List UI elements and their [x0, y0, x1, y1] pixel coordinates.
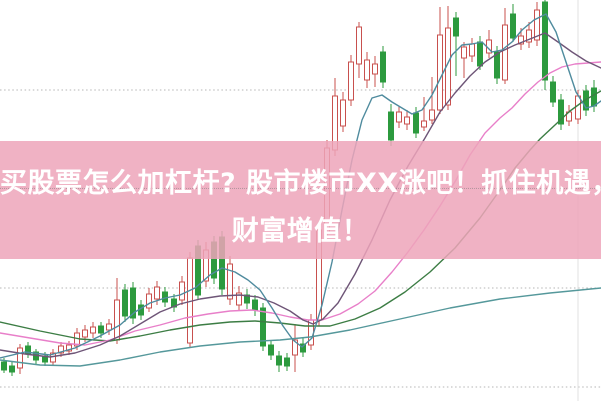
ma-mid-slate: [0, 32, 601, 358]
headline-line-2: 财富增值！: [231, 216, 370, 247]
ma-long-teal: [0, 287, 601, 367]
headline-overlay-band: [0, 141, 601, 259]
headline-text: 买股票怎么加杠杆? 股市楼市XX涨吧！抓住机遇， 财富增值！: [0, 160, 601, 256]
headline-line-1: 买股票怎么加杠杆? 股市楼市XX涨吧！抓住机遇，: [0, 168, 601, 199]
gridline-over-overlay: [0, 188, 601, 189]
ma-short-teal: [0, 13, 601, 359]
ma-long-green: [0, 90, 601, 342]
ma-mid-magenta: [0, 61, 601, 346]
